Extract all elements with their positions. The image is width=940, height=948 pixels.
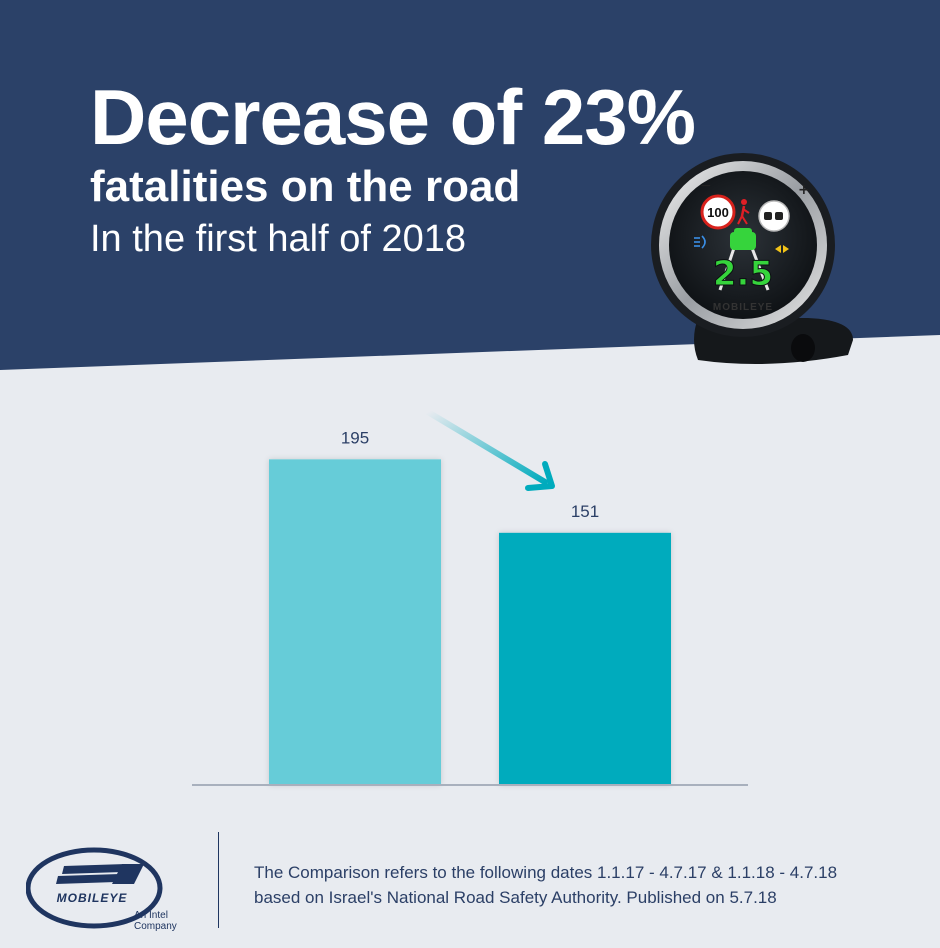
car-icon: [764, 212, 772, 220]
logo-tagline-line2: Company: [134, 921, 177, 932]
logo-tagline-line1: An Intel: [134, 910, 168, 921]
pedestrian-icon: [737, 199, 750, 225]
vehicle-ahead-icon: [730, 228, 756, 250]
car-icon: [775, 212, 783, 220]
source-footnote: The Comparison refers to the following d…: [254, 860, 837, 910]
speed-limit-text: 100: [707, 205, 729, 220]
mobileye-logo: MOBILEYE An Intel Company: [26, 847, 177, 932]
distance-readout: 2.5: [713, 254, 773, 294]
mobileye-device-image: − + 100 2.5 MOBILEYE: [651, 153, 853, 364]
footer-divider: [218, 832, 219, 928]
period-text: In the first half of 2018: [90, 218, 467, 260]
trend-arrow: [425, 409, 555, 491]
headlight-icon: [694, 235, 706, 249]
bar-2: [499, 532, 671, 785]
bar-value-label-1: 195: [341, 428, 369, 447]
plus-button-icon: +: [798, 182, 810, 198]
bar-1: [269, 459, 441, 785]
fatalities-bar-chart: 195 151: [192, 409, 748, 786]
subheadline: fatalities on the road: [90, 162, 521, 211]
mobileye-emblem-icon: [56, 864, 144, 884]
headline: Decrease of 23%: [90, 73, 696, 161]
minus-button-icon: −: [700, 178, 712, 194]
logo-brand-text: MOBILEYE: [57, 891, 128, 905]
bar-value-label-2: 151: [571, 502, 599, 521]
device-brand-text: MOBILEYE: [713, 302, 773, 313]
lane-departure-icon: [775, 245, 789, 253]
footnote-line2: based on Israel's National Road Safety A…: [254, 888, 777, 907]
footnote-line1: The Comparison refers to the following d…: [254, 863, 838, 882]
